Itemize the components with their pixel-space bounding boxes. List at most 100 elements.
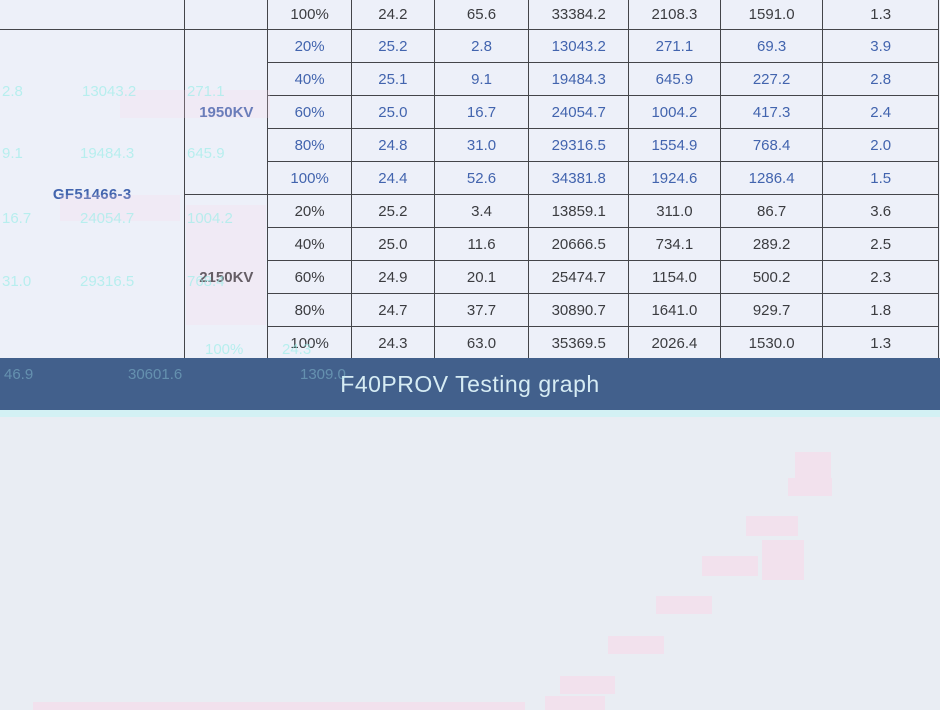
value-cell: 1154.0 xyxy=(628,260,721,294)
value-cell: 24.2 xyxy=(350,0,435,30)
value-cell: 65.6 xyxy=(433,0,530,30)
value-cell: 1591.0 xyxy=(719,0,824,30)
value-cell: 63.0 xyxy=(433,326,530,360)
testing-graph-banner: F40PROV Testing graph xyxy=(0,358,940,410)
value-cell: 25.2 xyxy=(350,29,435,63)
value-cell: 734.1 xyxy=(628,227,721,261)
model-label: GF51466-3 xyxy=(0,29,186,360)
value-cell: 24.7 xyxy=(350,293,435,327)
throttle-cell: 100% xyxy=(267,326,352,360)
throttle-cell: 20% xyxy=(267,29,352,63)
throttle-cell: 80% xyxy=(267,293,352,327)
table-row: 80% 24.7 37.7 30890.7 1641.0 929.7 1.8 xyxy=(0,293,939,327)
throttle-cell: 40% xyxy=(267,62,352,96)
value-cell: 289.2 xyxy=(719,227,824,261)
throttle-cell: 80% xyxy=(267,128,352,162)
value-cell: 2.4 xyxy=(822,95,939,129)
model-head-cell xyxy=(0,0,186,30)
value-cell: 1924.6 xyxy=(628,161,721,195)
value-cell: 24.9 xyxy=(350,260,435,294)
value-cell: 11.6 xyxy=(433,227,530,261)
value-cell: 20.1 xyxy=(433,260,530,294)
value-cell: 25474.7 xyxy=(528,260,630,294)
value-cell: 2.8 xyxy=(433,29,530,63)
value-cell: 34381.8 xyxy=(528,161,630,195)
value-cell: 35369.5 xyxy=(528,326,630,360)
table-row: 60% 25.0 16.7 24054.7 1004.2 417.3 2.4 xyxy=(0,95,939,129)
kv-label: 1950KV xyxy=(184,29,269,195)
spec-table: 100% 24.2 65.6 33384.2 2108.3 1591.0 1.3 GF5146… xyxy=(0,0,939,360)
value-cell: 1286.4 xyxy=(719,161,824,195)
value-cell: 37.7 xyxy=(433,293,530,327)
kv-head-cell xyxy=(184,0,269,30)
value-cell: 24054.7 xyxy=(528,95,630,129)
value-cell: 2.5 xyxy=(822,227,939,261)
value-cell: 417.3 xyxy=(719,95,824,129)
value-cell: 2026.4 xyxy=(628,326,721,360)
throttle-cell: 40% xyxy=(267,227,352,261)
value-cell: 69.3 xyxy=(719,29,824,63)
value-cell: 768.4 xyxy=(719,128,824,162)
value-cell: 645.9 xyxy=(628,62,721,96)
kv-label: 2150KV xyxy=(184,194,269,360)
table-row: 40% 25.0 11.6 20666.5 734.1 289.2 2.5 xyxy=(0,227,939,261)
throttle-cell: 60% xyxy=(267,95,352,129)
value-cell: 24.8 xyxy=(350,128,435,162)
throttle-cell: 100% xyxy=(267,161,352,195)
value-cell: 1.5 xyxy=(822,161,939,195)
value-cell: 33384.2 xyxy=(528,0,630,30)
value-cell: 1641.0 xyxy=(628,293,721,327)
value-cell: 9.1 xyxy=(433,62,530,96)
value-cell: 2.8 xyxy=(822,62,939,96)
value-cell: 2108.3 xyxy=(628,0,721,30)
value-cell: 52.6 xyxy=(433,161,530,195)
value-cell: 24.4 xyxy=(350,161,435,195)
value-cell: 1.8 xyxy=(822,293,939,327)
table-row: 40% 25.1 9.1 19484.3 645.9 227.2 2.8 xyxy=(0,62,939,96)
table-row: 100% 24.3 63.0 35369.5 2026.4 1530.0 1.3 xyxy=(0,326,939,360)
value-cell: 1004.2 xyxy=(628,95,721,129)
value-cell: 929.7 xyxy=(719,293,824,327)
value-cell: 2.0 xyxy=(822,128,939,162)
table-row: 100% 24.4 52.6 34381.8 1924.6 1286.4 1.5 xyxy=(0,161,939,195)
table-row: 60% 24.9 20.1 25474.7 1154.0 500.2 2.3 xyxy=(0,260,939,294)
value-cell: 25.2 xyxy=(350,194,435,228)
value-cell: 25.0 xyxy=(350,95,435,129)
table-row: 100% 24.2 65.6 33384.2 2108.3 1591.0 1.3 xyxy=(0,0,939,30)
value-cell: 25.0 xyxy=(350,227,435,261)
throttle-cell: 60% xyxy=(267,260,352,294)
value-cell: 3.9 xyxy=(822,29,939,63)
spec-table-zone: 100% 24.2 65.6 33384.2 2108.3 1591.0 1.3 GF5146… xyxy=(0,0,940,360)
value-cell: 13043.2 xyxy=(528,29,630,63)
value-cell: 30890.7 xyxy=(528,293,630,327)
value-cell: 2.3 xyxy=(822,260,939,294)
value-cell: 29316.5 xyxy=(528,128,630,162)
value-cell: 1530.0 xyxy=(719,326,824,360)
table-row: 80% 24.8 31.0 29316.5 1554.9 768.4 2.0 xyxy=(0,128,939,162)
value-cell: 86.7 xyxy=(719,194,824,228)
value-cell: 16.7 xyxy=(433,95,530,129)
value-cell: 20666.5 xyxy=(528,227,630,261)
table-row: 2150KV 20% 25.2 3.4 13859.1 311.0 86.7 3.6 xyxy=(0,194,939,360)
value-cell: 311.0 xyxy=(628,194,721,228)
value-cell: 1554.9 xyxy=(628,128,721,162)
banner-title: F40PROV Testing graph xyxy=(340,370,600,397)
value-cell: 19484.3 xyxy=(528,62,630,96)
value-cell: 271.1 xyxy=(628,29,721,63)
value-cell: 227.2 xyxy=(719,62,824,96)
value-cell: 13859.1 xyxy=(528,194,630,228)
value-cell: 3.4 xyxy=(433,194,530,228)
value-cell: 1.3 xyxy=(822,0,939,30)
value-cell: 3.6 xyxy=(822,194,939,228)
value-cell: 1.3 xyxy=(822,326,939,360)
chart-zone: Thrust/g Type：1950KV 2100180015001200 xyxy=(0,417,940,710)
table-row: GF51466-3 1950KV 20% 25.2 2.8 13043.2 271.1 69.… xyxy=(0,29,939,360)
value-cell: 500.2 xyxy=(719,260,824,294)
value-cell: 24.3 xyxy=(350,326,435,360)
throttle-cell: 100% xyxy=(267,0,352,30)
value-cell: 25.1 xyxy=(350,62,435,96)
divider-strip xyxy=(0,410,940,417)
throttle-cell: 20% xyxy=(267,194,352,228)
value-cell: 31.0 xyxy=(433,128,530,162)
